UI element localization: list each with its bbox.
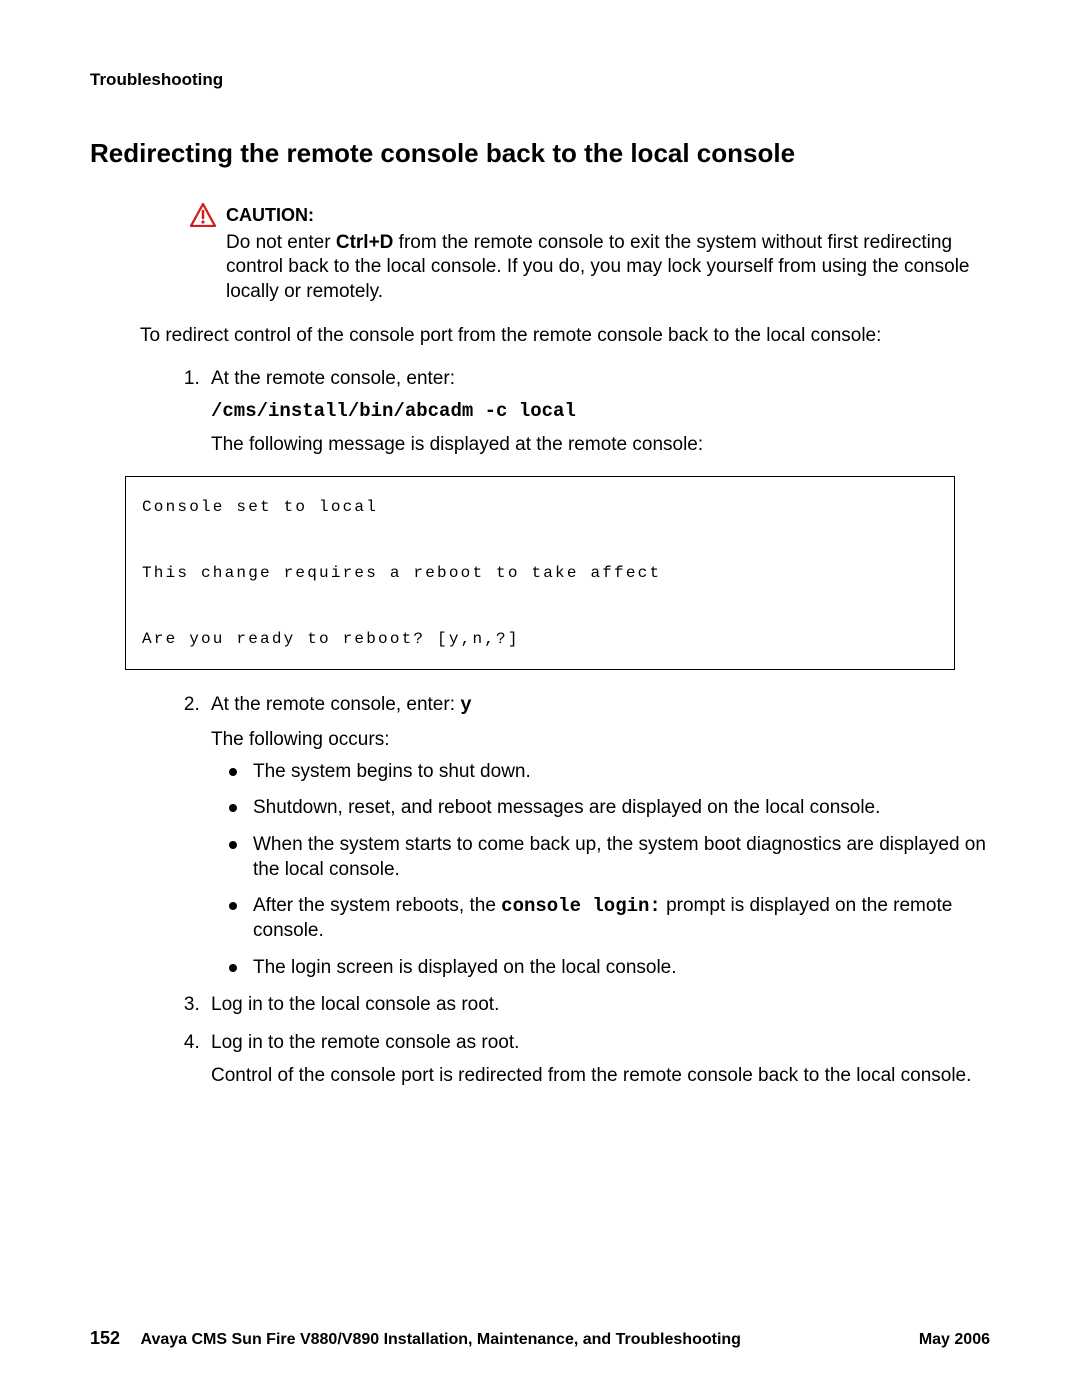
step-2-bullet-4: After the system reboots, the console lo… [229,894,990,943]
caution-block: CAUTION: Do not enter Ctrl+D from the re… [190,203,990,304]
procedure-list: At the remote console, enter: /cms/insta… [205,366,990,457]
lead-in-para: To redirect control of the console port … [140,324,990,348]
step-2-followup: The following occurs: [211,727,990,752]
page-number: 152 [90,1328,120,1348]
step-2: At the remote console, enter: y The foll… [205,692,990,980]
step-4: Log in to the remote console as root. Co… [205,1030,990,1088]
step-2-bullet-5: The login screen is displayed on the loc… [229,956,990,981]
caution-key-combo: Ctrl+D [336,232,394,253]
footer-date: May 2006 [919,1331,990,1349]
caution-label: CAUTION: [226,205,314,226]
section-heading: Redirecting the remote console back to t… [90,138,990,169]
step-2-bullet-4-pre: After the system reboots, the [253,895,501,916]
step-1-intro: At the remote console, enter: [211,368,455,389]
step-4-followup: Control of the console port is redirecte… [211,1063,990,1088]
step-2-bullet-list: The system begins to shut down. Shutdown… [229,760,990,981]
step-4-text: Log in to the remote console as root. [211,1032,519,1053]
footer-doc-title: Avaya CMS Sun Fire V880/V890 Installatio… [141,1331,741,1348]
page-footer: 152 Avaya CMS Sun Fire V880/V890 Install… [90,1328,990,1349]
running-head: Troubleshooting [90,70,990,90]
step-2-bullet-2: Shutdown, reset, and reboot messages are… [229,796,990,821]
step-1-command: /cms/install/bin/abcadm -c local [211,399,990,424]
step-3: Log in to the local console as root. [205,992,990,1017]
step-2-intro-cmd: y [460,694,471,716]
step-1-followup: The following message is displayed at th… [211,432,990,457]
page: Troubleshooting Redirecting the remote c… [0,0,1080,1397]
caution-text-pre: Do not enter [226,232,336,253]
step-2-bullet-4-code: console login: [501,895,661,917]
caution-icon [190,203,216,227]
footer-left: 152 Avaya CMS Sun Fire V880/V890 Install… [90,1328,741,1349]
procedure-list-cont: At the remote console, enter: y The foll… [205,692,990,1087]
caution-text: Do not enter Ctrl+D from the remote cons… [226,231,990,304]
step-2-intro-pre: At the remote console, enter: [211,694,460,715]
caution-header-row: CAUTION: [190,203,990,227]
step-2-bullet-1: The system begins to shut down. [229,760,990,785]
step-2-bullet-3: When the system starts to come back up, … [229,833,990,882]
step-1: At the remote console, enter: /cms/insta… [205,366,990,457]
console-output-block: Console set to local This change require… [125,476,955,670]
